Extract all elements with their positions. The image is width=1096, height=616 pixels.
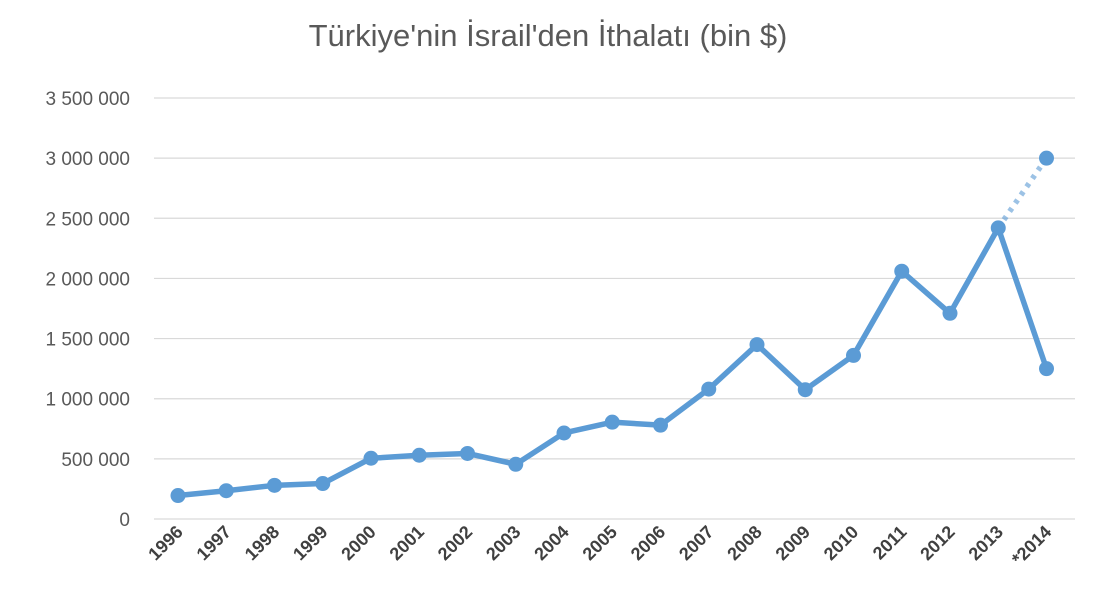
data-point (990, 220, 1006, 236)
y-tick-label: 0 (119, 510, 130, 531)
projection-point (1039, 150, 1054, 166)
series-layer (175, 225, 1050, 499)
projection-line (995, 156, 1049, 230)
x-axis-ticks: 1996 1997 1998 1999 2000 2001 2002 2003 2004 2005… (144, 522, 1055, 569)
y-tick-label: 1 000 000 (45, 390, 130, 411)
data-point (411, 447, 427, 463)
data-point (363, 450, 379, 466)
x-tick-label: 2010 (820, 522, 862, 564)
x-tick-label: 1999 (289, 522, 331, 564)
series-line (175, 225, 1050, 499)
y-tick-label: 1 500 000 (45, 330, 130, 351)
data-point (846, 347, 861, 363)
x-tick-label: 2008 (723, 522, 765, 564)
y-tick-label: 3 500 000 (45, 89, 130, 110)
x-tick-label: 2000 (337, 522, 379, 564)
x-tick-label: 2011 (869, 522, 911, 564)
gridlines (154, 97, 1075, 520)
data-point (942, 305, 958, 321)
data-point (170, 488, 186, 504)
x-tick-label: *2014 (1008, 522, 1055, 569)
x-tick-label: 2013 (965, 522, 1007, 564)
data-point (701, 381, 717, 397)
y-tick-label: 500 000 (61, 450, 130, 471)
x-tick-label: 2002 (434, 522, 476, 564)
data-point (894, 263, 910, 279)
y-tick-label: 3 000 000 (45, 149, 130, 170)
y-tick-label: 2 500 000 (45, 209, 130, 230)
data-point (556, 425, 572, 441)
x-tick-label: 1997 (193, 522, 235, 564)
x-tick-label: 2004 (530, 522, 572, 564)
x-tick-label: 2003 (482, 522, 524, 564)
data-point (653, 417, 668, 433)
x-tick-label: 1998 (241, 522, 283, 564)
data-point (1039, 361, 1054, 377)
x-tick-label: 2012 (916, 522, 958, 564)
data-point (604, 414, 620, 430)
x-tick-label: 2005 (579, 522, 621, 564)
data-point (797, 382, 813, 398)
x-tick-label: 2001 (386, 522, 428, 564)
data-point (218, 483, 234, 499)
x-tick-label: 2009 (772, 522, 814, 564)
x-tick-label: 2006 (627, 522, 669, 564)
points-layer (170, 150, 1054, 504)
data-point (460, 445, 475, 461)
y-tick-label: 2 000 000 (45, 269, 130, 290)
x-tick-label: 2007 (675, 522, 717, 564)
data-point (267, 477, 282, 493)
x-tick-label: 1996 (144, 522, 186, 564)
data-point (315, 476, 331, 492)
chart-title: Türkiye'nin İsrail'den İthalatı (bin $) (308, 18, 788, 53)
projection-layer (995, 156, 1049, 230)
data-point (508, 456, 524, 472)
y-axis-ticks: 0 500 000 1 000 000 1 500 000 2 000 000 2 500… (45, 89, 130, 531)
data-point (749, 337, 765, 353)
